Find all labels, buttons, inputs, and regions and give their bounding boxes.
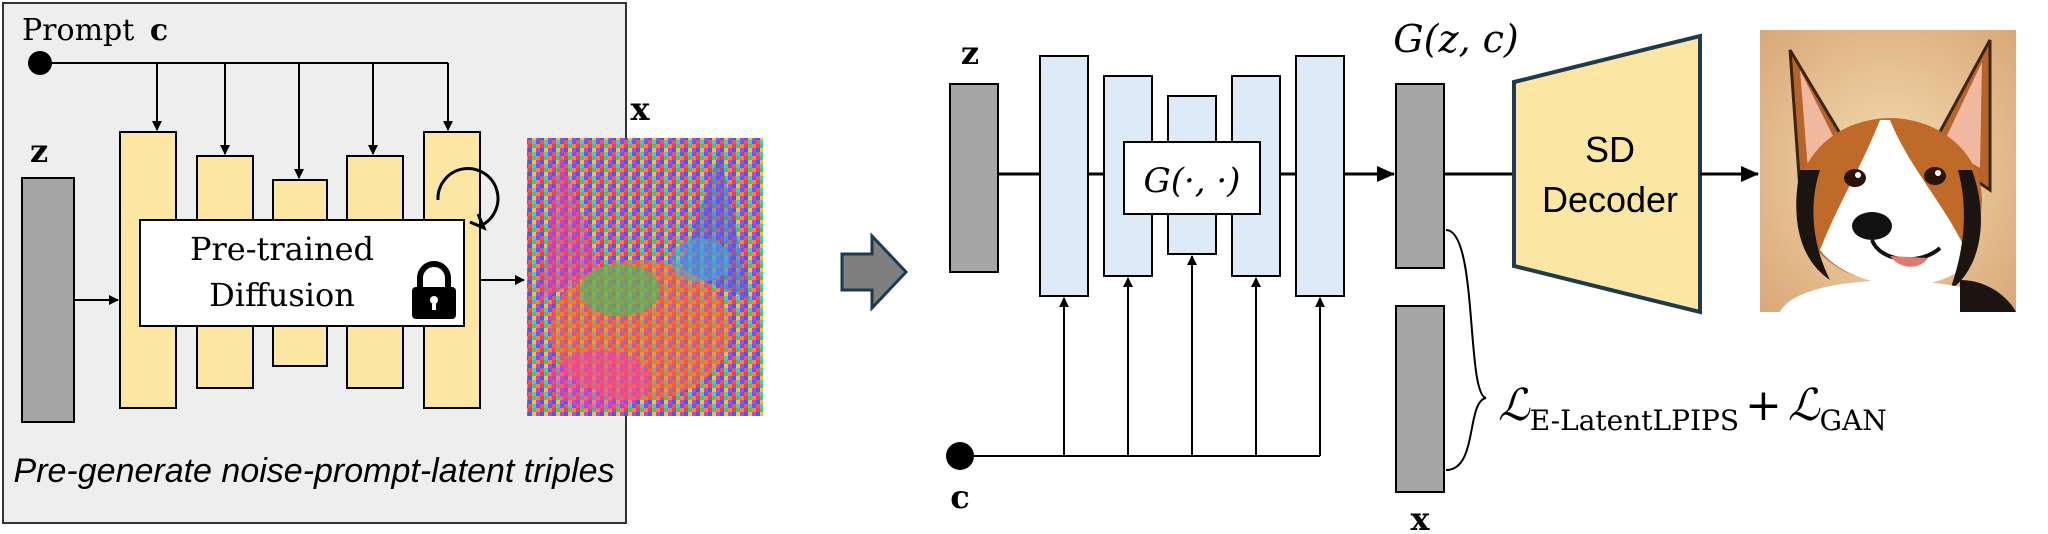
generator-label: G(·, ·) [1144, 161, 1241, 201]
noise-latent-bar-right [949, 83, 999, 273]
left-panel: Prompt c z Pre-trained Diffusion [2, 2, 763, 524]
lock-icon [412, 261, 456, 319]
sd-decoder [1512, 33, 1702, 315]
model-label-line1: Pre-trained [190, 230, 374, 268]
generator-label-box [1123, 141, 1261, 215]
decoder-label-line2: Decoder [1542, 179, 1678, 220]
left-panel-caption: Pre-generate noise-prompt-latent triples [14, 452, 615, 490]
output-latent-label: G(z, c) [1393, 17, 1518, 61]
prompt-symbol-right: c [950, 478, 969, 516]
corgi-image [1760, 30, 2016, 312]
rotate-arrow-icon [436, 167, 500, 231]
transition-arrow-icon [840, 232, 909, 312]
loss-formula: ℒE-LatentLPIPS + ℒGAN [1498, 380, 1887, 437]
right-panel: z G(·, ·) c G(z, c) x [946, 17, 2016, 534]
target-symbol: x [1410, 500, 1430, 534]
output-latent-bar [1395, 83, 1445, 269]
noise-symbol: z [30, 132, 48, 170]
noise-latent-bar [21, 177, 75, 423]
generator-block-5 [1295, 55, 1345, 297]
prompt-label: Prompt c [22, 13, 168, 48]
pretrained-diffusion-box [139, 219, 465, 327]
loss-brace [1445, 229, 1487, 471]
generator-block-1 [1039, 55, 1089, 297]
model-label-line2: Diffusion [209, 276, 355, 314]
latent-symbol: x [630, 90, 650, 128]
noise-symbol-right: z [961, 34, 979, 72]
noisy-latent-image [527, 138, 763, 416]
decoder-label-line1: SD [1585, 129, 1635, 170]
target-latent-bar [1395, 305, 1445, 493]
